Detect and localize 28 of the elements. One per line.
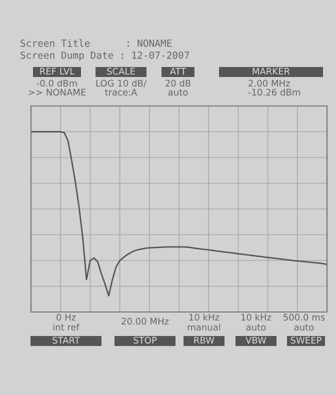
text: 10 kHz xyxy=(241,314,272,321)
text: START xyxy=(52,336,80,344)
text: SWEEP xyxy=(290,336,322,344)
text: >> NONAME xyxy=(28,88,86,96)
text: -10.26 dBm xyxy=(248,88,300,96)
text: STOP xyxy=(134,336,157,344)
text: MARKER xyxy=(252,68,290,74)
text: auto xyxy=(294,324,314,331)
text: auto xyxy=(168,89,188,96)
text: auto xyxy=(246,324,266,331)
text: 2.00 MHz xyxy=(248,80,290,87)
text: 20 dB xyxy=(166,80,190,87)
text: RBW xyxy=(194,336,214,344)
text: REF LVL xyxy=(40,68,75,74)
chart-subtitle: Screen Dump Date : 12-07-2007 xyxy=(20,51,190,61)
text: manual xyxy=(188,324,220,331)
text: trace:A xyxy=(104,88,138,96)
text: 10 kHz xyxy=(189,314,220,321)
text: SCALE xyxy=(107,68,135,75)
text: 0 Hz xyxy=(56,314,76,321)
chart-title: Screen Title : NONAME xyxy=(20,39,172,47)
text: int ref xyxy=(53,324,80,331)
text: ATT xyxy=(170,68,186,74)
text: 20.00 MHz xyxy=(122,318,169,325)
text: VBW xyxy=(246,336,266,344)
text: -0.0 dBm xyxy=(36,80,77,87)
text: LOG 10 dB/ xyxy=(96,80,146,88)
text: 500.0 ms xyxy=(284,314,325,321)
